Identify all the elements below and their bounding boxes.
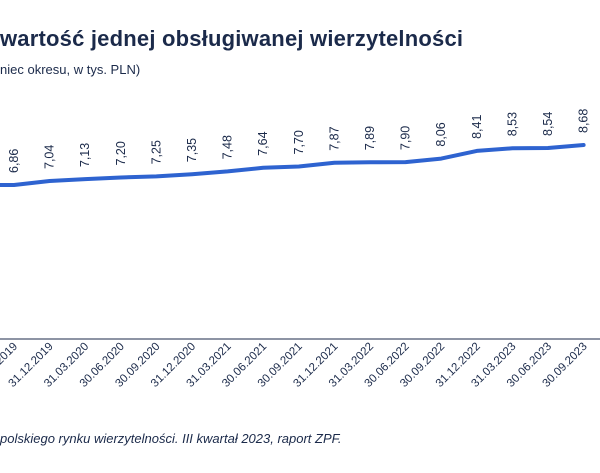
data-label: 7,64 <box>256 131 270 155</box>
data-label: 8,06 <box>434 122 448 146</box>
chart-marks: 6,86 7,04 7,13 7,20 7,25 7,35 7,48 7,64 7,70 7,87… <box>0 109 591 390</box>
data-label: 7,90 <box>399 126 413 150</box>
x-tick-label: .2019 <box>0 341 20 370</box>
data-label: 7,04 <box>43 145 57 169</box>
data-label: 8,53 <box>505 112 519 136</box>
source-note: polskiego rynku wierzytelności. III kwar… <box>0 431 342 446</box>
data-label: 7,48 <box>221 135 235 159</box>
series-line <box>0 143 586 187</box>
data-label: 7,20 <box>114 141 128 165</box>
data-label: 7,87 <box>327 126 341 150</box>
data-label: 7,89 <box>363 126 377 150</box>
data-label: 8,41 <box>470 115 484 139</box>
chart-title: wartość jednej obsługiwanej wierzytelnoś… <box>0 26 464 51</box>
data-label: 7,70 <box>292 130 306 154</box>
data-label: 7,35 <box>185 138 199 162</box>
data-label: 7,13 <box>78 143 92 167</box>
data-label: 8,68 <box>577 109 591 133</box>
data-label: 8,54 <box>541 112 555 136</box>
data-label: 7,25 <box>149 140 163 164</box>
data-label: 6,86 <box>7 149 21 173</box>
chart-subtitle: niec okresu, w tys. PLN) <box>0 62 141 77</box>
